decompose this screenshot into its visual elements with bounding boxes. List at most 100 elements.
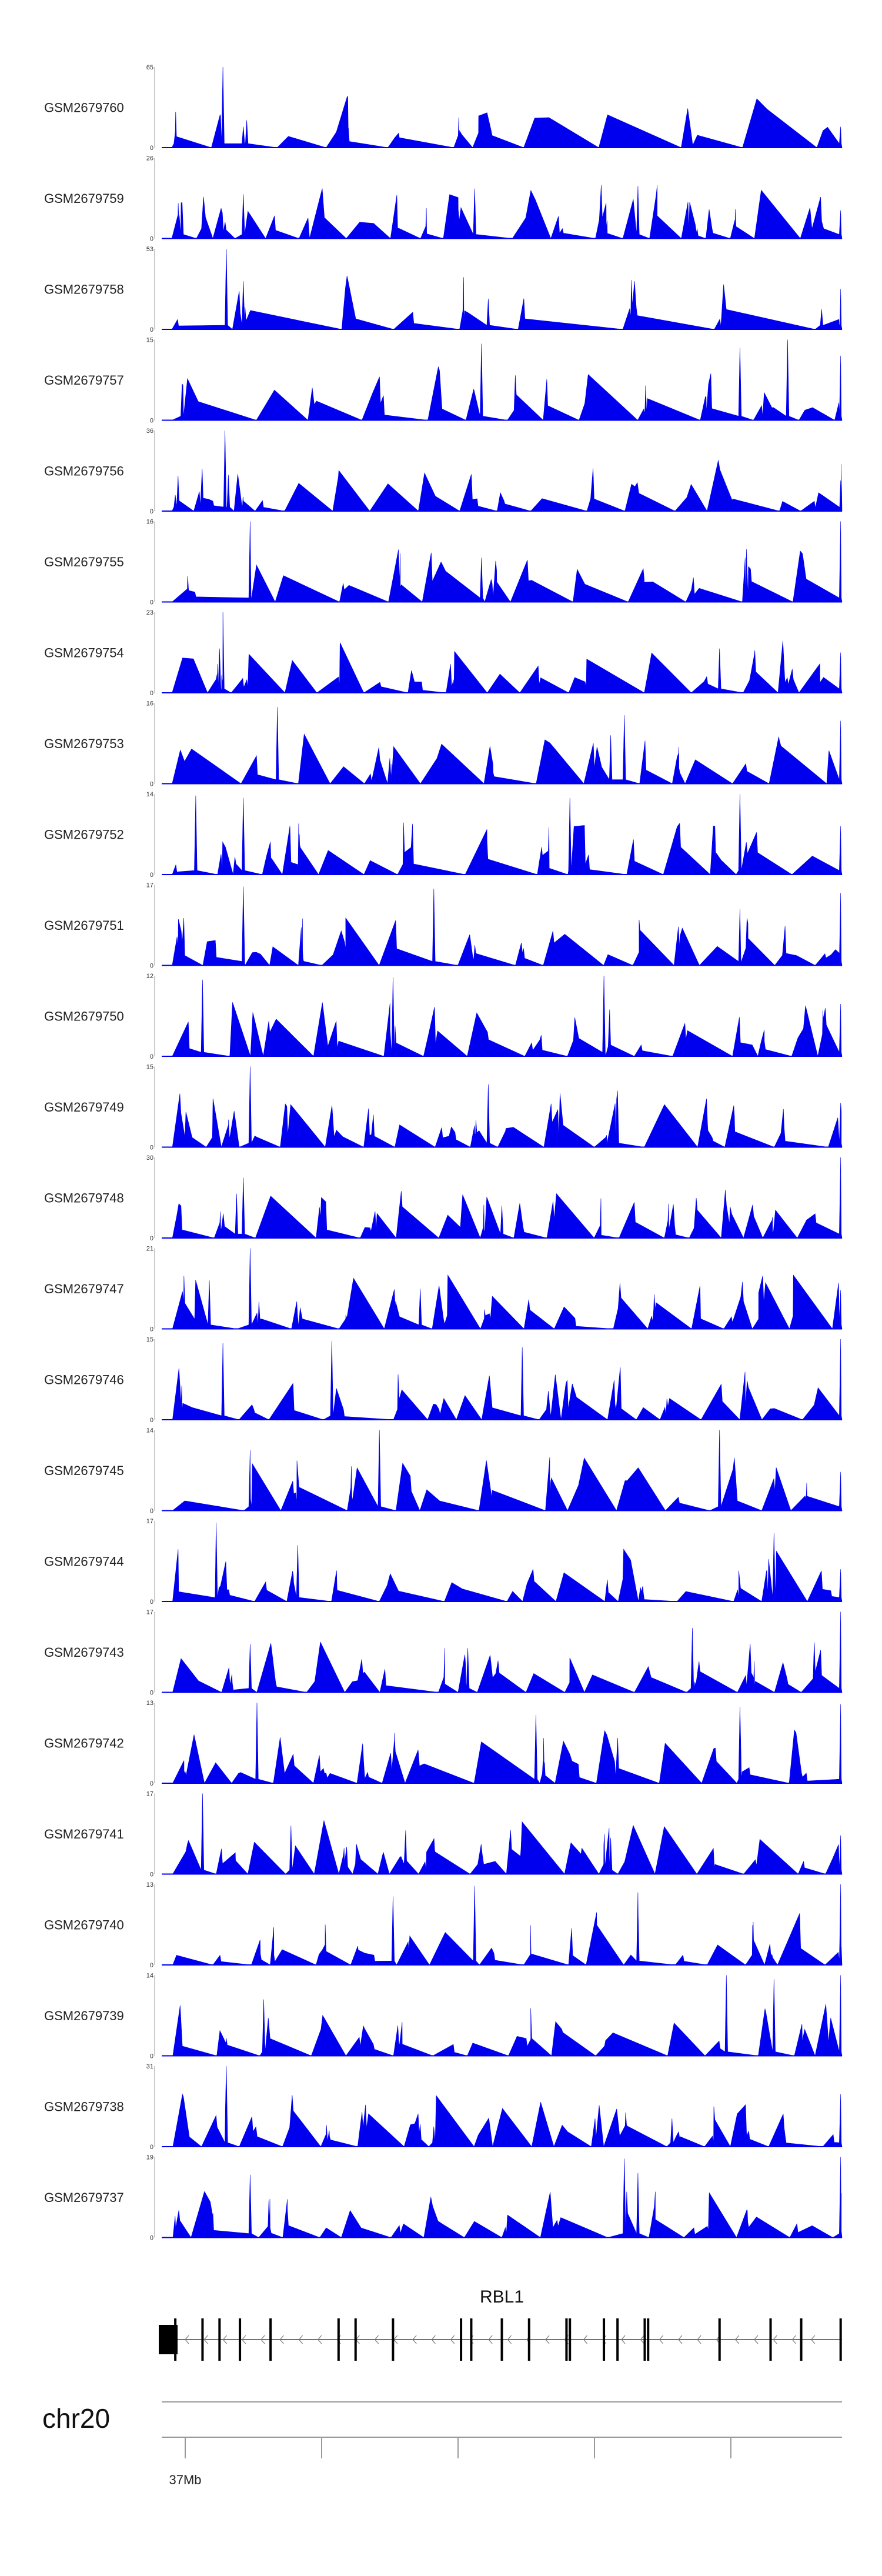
coverage-track: GSM2679759 26 0 <box>44 155 843 243</box>
y-min-label: 0 <box>150 1962 153 1969</box>
coverage-area <box>162 1793 843 1875</box>
strand-arrow-icon <box>260 2335 265 2344</box>
y-min-label: 0 <box>150 145 153 152</box>
gene-exon <box>718 2318 721 2361</box>
coverage-track: GSM2679750 12 0 <box>44 973 843 1060</box>
y-min-label: 0 <box>150 1599 153 1606</box>
coverage-area <box>162 1522 843 1602</box>
gene-exon <box>174 2318 177 2361</box>
y-max-label: 36 <box>146 428 153 435</box>
strand-arrow-icon <box>298 2335 303 2344</box>
gene-exon <box>392 2318 395 2361</box>
y-min-label: 0 <box>150 1690 153 1697</box>
coverage-track: GSM2679739 14 0 <box>44 1973 843 2060</box>
coverage-track: GSM2679742 13 0 <box>44 1700 843 1787</box>
gene-exon <box>500 2318 503 2361</box>
x-tick-label: 37Mb <box>169 2472 201 2487</box>
y-min-label: 0 <box>150 690 153 697</box>
gene-exon <box>569 2318 572 2361</box>
y-min-label: 0 <box>150 508 153 515</box>
coverage-track: GSM2679753 16 0 <box>44 700 843 788</box>
track-label: GSM2679752 <box>44 827 124 842</box>
strand-arrow-icon <box>773 2335 777 2344</box>
track-label: GSM2679754 <box>44 646 124 660</box>
gene-exon <box>565 2318 568 2361</box>
track-label: GSM2679738 <box>44 2100 124 2114</box>
track-label: GSM2679755 <box>44 555 124 569</box>
coverage-track: GSM2679748 30 0 <box>44 1154 843 1242</box>
strand-arrow-icon <box>203 2335 208 2344</box>
gene-exon <box>800 2318 803 2361</box>
track-label: GSM2679743 <box>44 1645 124 1660</box>
coverage-area <box>162 1884 843 1966</box>
strand-arrow-icon <box>242 2335 246 2344</box>
track-label: GSM2679744 <box>44 1554 124 1569</box>
y-max-label: 17 <box>146 1518 153 1525</box>
y-max-label: 15 <box>146 337 153 344</box>
coverage-area <box>162 1157 843 1239</box>
y-min-label: 0 <box>150 326 153 333</box>
y-min-label: 0 <box>150 1780 153 1787</box>
coverage-area <box>162 66 843 148</box>
strand-arrow-icon <box>621 2335 626 2344</box>
strand-arrow-icon <box>318 2335 322 2344</box>
track-label: GSM2679746 <box>44 1373 124 1387</box>
coverage-track: GSM2679746 15 0 <box>44 1336 843 1424</box>
gene-exon <box>839 2318 842 2361</box>
coverage-area <box>162 521 843 603</box>
gene-exon <box>201 2318 204 2361</box>
y-min-label: 0 <box>150 1326 153 1333</box>
coverage-area <box>162 1339 843 1420</box>
track-label: GSM2679747 <box>44 1282 124 1296</box>
strand-arrow-icon <box>412 2335 417 2344</box>
gene-exon <box>337 2318 340 2361</box>
y-max-label: 17 <box>146 882 153 889</box>
coverage-track: GSM2679758 53 0 <box>44 246 843 333</box>
coverage-area <box>162 1066 843 1148</box>
y-min-label: 0 <box>150 1235 153 1242</box>
y-min-label: 0 <box>150 599 153 606</box>
coverage-track: GSM2679751 17 0 <box>44 882 843 970</box>
y-max-label: 14 <box>146 791 153 798</box>
gene-exon <box>470 2318 473 2361</box>
track-label: GSM2679745 <box>44 1463 124 1478</box>
coverage-area <box>162 886 843 966</box>
coverage-track: GSM2679754 23 0 <box>44 609 843 697</box>
y-max-label: 15 <box>146 1064 153 1071</box>
coverage-area <box>162 793 843 875</box>
track-label: GSM2679756 <box>44 464 124 479</box>
coverage-tracks: GSM2679760650GSM2679759260GSM2679758530G… <box>44 64 843 2242</box>
strand-arrow-icon <box>734 2335 740 2344</box>
y-min-label: 0 <box>150 418 153 425</box>
coverage-area <box>162 707 843 785</box>
y-min-label: 0 <box>150 1871 153 1878</box>
coverage-track: GSM2679738 31 0 <box>44 2063 843 2151</box>
y-max-label: 23 <box>146 609 153 616</box>
strand-arrow-icon <box>791 2335 796 2344</box>
strand-arrow-icon <box>659 2335 664 2344</box>
coverage-track: GSM2679740 13 0 <box>44 1881 843 1969</box>
track-label: GSM2679737 <box>44 2190 124 2205</box>
y-max-label: 15 <box>146 1336 153 1343</box>
coverage-track: GSM2679756 36 0 <box>44 428 843 515</box>
track-label: GSM2679753 <box>44 736 124 751</box>
coverage-area <box>162 185 843 239</box>
coverage-track: GSM2679752 14 0 <box>44 791 843 879</box>
y-min-label: 0 <box>150 963 153 970</box>
coverage-area <box>162 248 843 330</box>
coverage-area <box>162 612 843 693</box>
coverage-area <box>162 1248 843 1330</box>
coverage-track: GSM2679749 15 0 <box>44 1064 843 1152</box>
strand-arrow-icon <box>678 2335 683 2344</box>
y-max-label: 16 <box>146 519 153 526</box>
gene-exon <box>354 2318 357 2361</box>
coverage-track: GSM2679745 14 0 <box>44 1427 843 1515</box>
gene-exon <box>218 2318 221 2361</box>
gene-exon <box>769 2318 772 2361</box>
y-max-label: 13 <box>146 1881 153 1888</box>
y-max-label: 30 <box>146 1154 153 1162</box>
coverage-area <box>162 2157 843 2238</box>
track-label: GSM2679739 <box>44 2008 124 2023</box>
coverage-area <box>162 1975 843 2057</box>
strand-arrow-icon <box>374 2335 379 2344</box>
